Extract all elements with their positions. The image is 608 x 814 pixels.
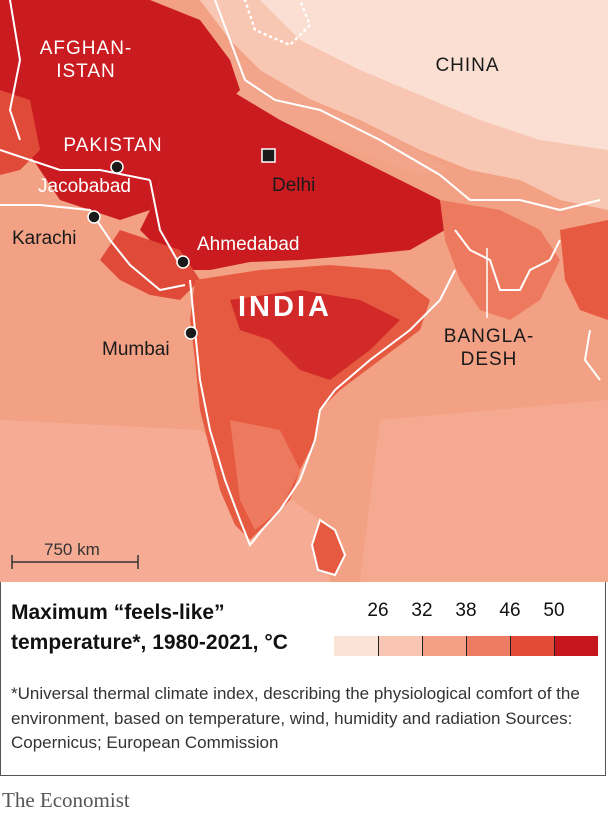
color-scale: 26 32 38 46 50 — [334, 600, 598, 656]
legend-swatch — [510, 636, 554, 656]
jacobabad-marker — [110, 160, 124, 174]
legend-swatch — [554, 636, 598, 656]
legend-tick-label: 32 — [411, 600, 433, 621]
country-label-china: CHINA — [435, 55, 500, 76]
footnote: *Universal thermal climate index, descri… — [11, 684, 580, 753]
legend-swatch — [422, 636, 466, 656]
ahmedabad-marker — [176, 255, 190, 269]
city-label-mumbai: Mumbai — [102, 339, 170, 360]
legend-panel: Maximum “feels-like” temperature*, 1980-… — [0, 582, 606, 776]
delhi-capital-marker — [261, 148, 276, 163]
heat-map — [0, 0, 608, 582]
city-label-delhi: Delhi — [272, 175, 316, 196]
legend-tick-label: 38 — [455, 600, 477, 621]
legend-swatch — [466, 636, 510, 656]
legend-tick-label: 50 — [543, 600, 565, 621]
legend-tick-label: 26 — [367, 600, 389, 621]
karachi-marker — [87, 210, 101, 224]
mumbai-marker — [184, 326, 198, 340]
legend-tick-line — [466, 636, 467, 656]
legend-tick-line — [554, 636, 555, 656]
legend-tick-label: 46 — [499, 600, 521, 621]
scale-bar-label: 750 km — [44, 540, 100, 559]
legend-tick-line — [378, 636, 379, 656]
legend-title: Maximum “feels-like” temperature*, 1980-… — [11, 601, 288, 655]
country-label-pakistan: PAKISTAN — [63, 135, 163, 156]
legend-swatch — [378, 636, 422, 656]
country-label-india: INDIA — [238, 291, 332, 323]
legend-tick-line — [510, 636, 511, 656]
legend-swatch — [334, 636, 378, 656]
city-label-jacobabad: Jacobabad — [38, 176, 131, 197]
legend-tick-line — [422, 636, 423, 656]
country-label-bangladesh: BANGLA- DESH — [443, 326, 535, 370]
city-label-karachi: Karachi — [12, 228, 77, 249]
country-label-afghanistan: AFGHAN- ISTAN — [39, 38, 133, 82]
brand-logo-text: The Economist — [2, 788, 130, 812]
city-label-ahmedabad: Ahmedabad — [197, 234, 300, 255]
